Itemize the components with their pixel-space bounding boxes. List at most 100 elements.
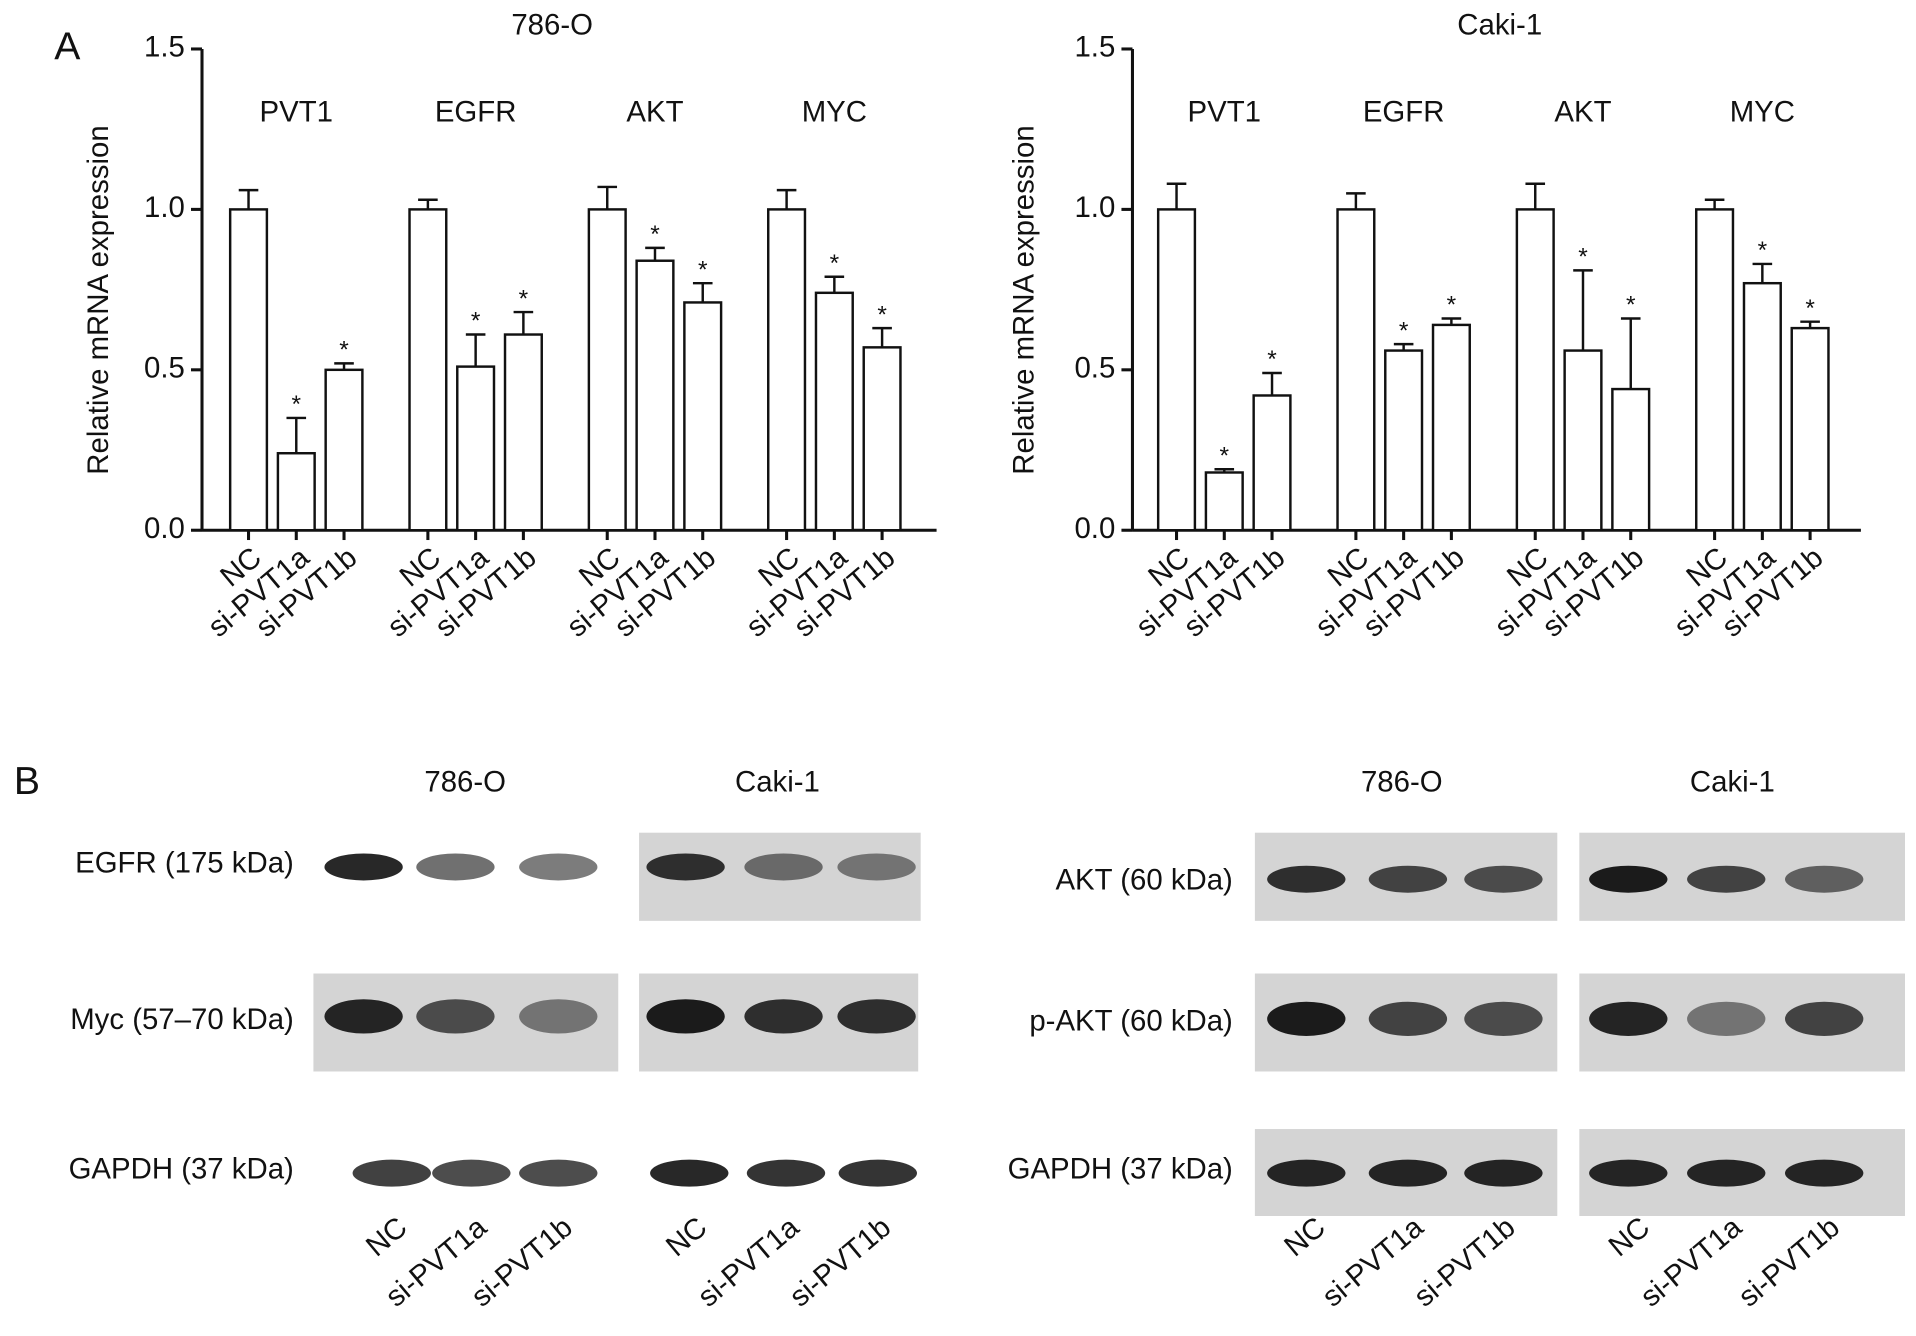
bar: [1611, 387, 1651, 532]
bar: [1790, 326, 1830, 532]
significance: *: [1447, 292, 1457, 319]
blot-band: [1589, 1001, 1668, 1036]
blot-band: [519, 853, 598, 881]
bar: [228, 208, 269, 532]
blot-lane-label: si-PVT1a: [1634, 1210, 1748, 1313]
error-bar: [465, 333, 486, 367]
blot-band: [352, 1159, 431, 1187]
blot-band: [837, 999, 916, 1034]
blot-band: [324, 853, 403, 881]
significance: *: [1399, 317, 1409, 344]
error-bar: [1262, 371, 1282, 396]
blot-band: [1368, 1159, 1448, 1187]
error-bar: [1620, 317, 1641, 390]
significance: *: [1267, 346, 1277, 373]
bar: [1563, 349, 1603, 532]
blot-band: [1368, 1001, 1448, 1036]
blot-lane-label: si-PVT1a: [692, 1210, 806, 1313]
blot-column-title: 786-O: [1361, 765, 1443, 798]
panel-label: B: [14, 760, 40, 803]
blot-lane-label: NC: [1278, 1211, 1332, 1264]
bar: [862, 346, 902, 532]
blot-band: [1687, 1159, 1766, 1187]
error-bar: [597, 185, 618, 210]
significance: *: [650, 221, 660, 248]
blot-band: [1464, 865, 1543, 893]
y-tick-label: 0.5: [144, 352, 185, 385]
panel-label: A: [54, 25, 81, 68]
blot-row-label: GAPDH (37 kDa): [69, 1152, 294, 1185]
blot-lane-label: si-PVT1b: [1408, 1211, 1522, 1314]
blot-band: [416, 853, 495, 881]
error-bar: [872, 326, 892, 348]
blot-row-label: AKT (60 kDa): [1055, 863, 1232, 896]
blot-band: [744, 999, 823, 1034]
blot-band: [650, 1159, 729, 1187]
y-tick-label: 0.0: [144, 512, 185, 545]
significance: *: [1758, 237, 1768, 264]
y-axis-label: Relative mRNA expression: [82, 125, 115, 474]
bar: [408, 208, 448, 532]
blot-band: [1785, 1001, 1864, 1036]
significance: *: [1805, 295, 1815, 322]
error-bar: [692, 281, 713, 303]
blot-band: [1464, 1159, 1543, 1187]
blot-column-title: Caki-1: [735, 765, 820, 798]
bar: [635, 259, 675, 532]
blot-lane-label: NC: [660, 1211, 714, 1264]
group-label: EGFR: [435, 96, 517, 129]
blot-band: [1687, 1001, 1766, 1036]
error-bar: [824, 275, 845, 293]
error-bar: [1752, 262, 1773, 284]
blot-band: [1589, 865, 1668, 893]
chart-title: 786-O: [511, 9, 593, 42]
group-label: PVT1: [1188, 96, 1261, 129]
blot-lane-label: NC: [360, 1211, 414, 1264]
blot-band: [519, 999, 598, 1034]
blot-band: [416, 999, 495, 1034]
blot-band: [838, 1159, 917, 1187]
error-bar: [645, 246, 665, 261]
significance: *: [471, 308, 481, 335]
blot-lane-label: si-PVT1a: [1316, 1210, 1430, 1313]
error-bar: [1214, 468, 1235, 473]
significance: *: [339, 337, 349, 364]
blot-band: [1267, 1001, 1346, 1036]
group-label: EGFR: [1363, 96, 1445, 129]
error-bar: [1346, 192, 1366, 210]
error-bar: [334, 362, 354, 370]
error-bar: [1393, 342, 1414, 351]
blot-band: [1785, 1159, 1864, 1187]
error-bar: [238, 188, 259, 210]
blot-band: [1267, 865, 1346, 893]
blot-band: [324, 999, 403, 1034]
group-label: MYC: [1730, 96, 1795, 129]
chart-title: Caki-1: [1457, 9, 1542, 42]
error-bar: [776, 188, 797, 210]
blot-lane-label: si-PVT1b: [783, 1211, 897, 1314]
bar: [324, 368, 364, 532]
bar: [587, 208, 627, 532]
significance: *: [830, 250, 840, 277]
blot-band: [1267, 1159, 1346, 1187]
blot-band: [746, 1159, 826, 1187]
blot-row-label: p-AKT (60 kDa): [1029, 1004, 1233, 1037]
group-label: AKT: [626, 96, 683, 129]
error-bar: [1166, 182, 1187, 210]
blot-band: [1464, 1001, 1543, 1036]
bar: [456, 365, 496, 532]
y-tick-label: 0.0: [1074, 512, 1115, 545]
error-bar: [286, 416, 307, 454]
bar: [814, 291, 854, 532]
bar: [1431, 323, 1471, 532]
blot-band: [1785, 865, 1864, 893]
significance: *: [292, 391, 302, 418]
error-bar: [513, 310, 534, 335]
bar: [1252, 394, 1292, 532]
significance: *: [519, 285, 529, 312]
blot-lane-label: si-PVT1b: [1732, 1211, 1846, 1314]
bar: [1336, 208, 1376, 532]
blot-band: [837, 853, 916, 881]
y-tick-label: 1.5: [144, 31, 185, 64]
